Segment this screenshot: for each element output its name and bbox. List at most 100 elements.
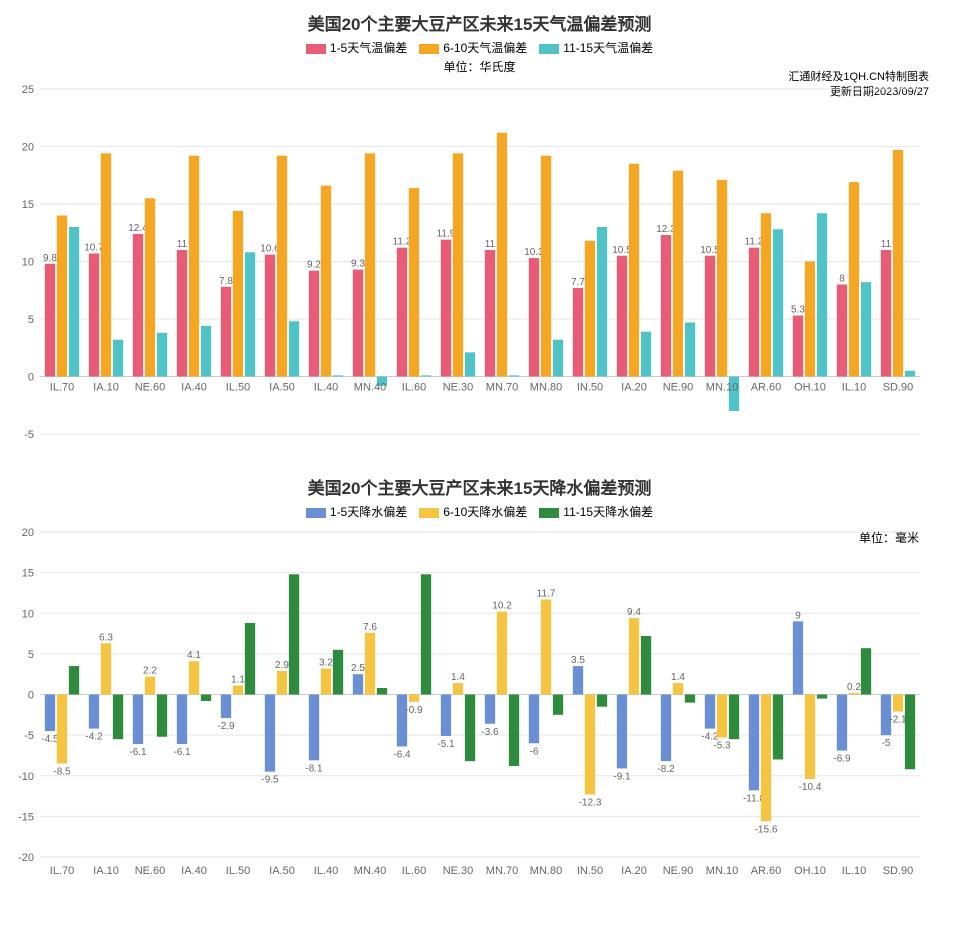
legend-item: 6-10天气温偏差 [419, 39, 527, 56]
bar [553, 340, 563, 377]
legend-item: 1-5天降水偏差 [306, 503, 407, 520]
svg-text:11: 11 [485, 239, 496, 250]
x-axis-label: IN.50 [577, 865, 603, 877]
bar [673, 171, 683, 377]
bar [597, 695, 607, 707]
bar [69, 227, 79, 377]
bar [541, 599, 551, 694]
svg-text:-5.1: -5.1 [437, 739, 455, 750]
legend-item: 1-5天气温偏差 [306, 39, 407, 56]
svg-text:5: 5 [28, 314, 34, 326]
bar [509, 695, 519, 767]
x-axis-label: NE.30 [443, 382, 474, 394]
bar [509, 375, 519, 376]
bar [837, 285, 847, 377]
legend-item: 11-15天气温偏差 [539, 39, 653, 56]
svg-text:-20: -20 [18, 852, 34, 864]
bar [773, 695, 783, 760]
x-axis-label: IL.10 [842, 382, 866, 394]
legend-label: 11-15天气温偏差 [563, 41, 653, 55]
bar [661, 235, 671, 376]
x-axis-label: SD.90 [883, 382, 914, 394]
bar [45, 264, 55, 377]
bar [453, 683, 463, 694]
x-axis-label: MN.40 [354, 382, 386, 394]
bar [133, 695, 143, 745]
bar [441, 240, 451, 377]
legend-item: 6-10天降水偏差 [419, 503, 527, 520]
svg-text:15: 15 [22, 199, 34, 211]
legend-label: 1-5天气温偏差 [330, 41, 407, 55]
bar [465, 695, 475, 762]
bar [57, 695, 67, 764]
svg-text:11: 11 [881, 239, 892, 250]
svg-text:9.3: 9.3 [351, 259, 365, 270]
svg-text:15: 15 [22, 568, 34, 580]
svg-text:-5.3: -5.3 [713, 741, 731, 752]
x-axis-label: NE.60 [135, 382, 166, 394]
bar [245, 252, 255, 376]
legend-label: 6-10天降水偏差 [443, 505, 527, 519]
svg-text:0: 0 [28, 372, 34, 384]
svg-text:-15.6: -15.6 [755, 824, 778, 835]
bar [717, 180, 727, 377]
bar [849, 693, 859, 695]
bar [397, 248, 407, 377]
bar [761, 695, 771, 822]
bar [881, 250, 891, 377]
svg-text:-6.9: -6.9 [833, 754, 851, 765]
legend-swatch [306, 508, 326, 518]
bar [333, 650, 343, 695]
bar [57, 216, 67, 377]
bar [497, 612, 507, 695]
x-axis-label: MN.80 [530, 865, 562, 877]
svg-text:-15: -15 [18, 811, 34, 823]
x-axis-label: IA.50 [269, 865, 295, 877]
svg-text:-9.1: -9.1 [613, 771, 631, 782]
bar [529, 695, 539, 744]
legend-swatch [419, 44, 439, 54]
bar [289, 321, 299, 376]
bar [277, 671, 287, 695]
x-axis-label: IA.50 [269, 382, 295, 394]
svg-text:1.1: 1.1 [231, 675, 245, 686]
x-axis-label: IL.60 [402, 382, 426, 394]
bar [617, 256, 627, 377]
bar [441, 695, 451, 736]
bar [189, 156, 199, 377]
x-axis-label: MN.40 [354, 865, 386, 877]
legend-item: 11-15天降水偏差 [539, 503, 653, 520]
bar [221, 287, 231, 377]
precipitation-chart-panel: 美国20个主要大豆产区未来15天降水偏差预测 1-5天降水偏差6-10天降水偏差… [0, 464, 959, 887]
bar [365, 153, 375, 376]
svg-text:25: 25 [22, 84, 34, 96]
x-axis-label: IN.50 [577, 382, 603, 394]
svg-text:-5: -5 [882, 738, 891, 749]
legend-label: 11-15天降水偏差 [563, 505, 653, 519]
bar [705, 256, 715, 377]
bar [861, 648, 871, 694]
chart2-unit: 单位：毫米 [859, 530, 919, 547]
chart2-legend: 1-5天降水偏差 6-10天降水偏差 11-15天降水偏差 [10, 503, 949, 520]
svg-text:-10.4: -10.4 [799, 782, 822, 793]
x-axis-label: IL.70 [50, 382, 74, 394]
bar [69, 666, 79, 694]
svg-text:11.7: 11.7 [537, 588, 556, 599]
bar [573, 288, 583, 377]
bar [157, 695, 167, 737]
legend-swatch [539, 44, 559, 54]
bar [641, 332, 651, 377]
svg-text:1.4: 1.4 [451, 672, 465, 683]
bar [397, 695, 407, 747]
bar [321, 669, 331, 695]
svg-text:-12.3: -12.3 [579, 797, 602, 808]
bar [805, 262, 815, 377]
bar [289, 574, 299, 694]
legend-swatch [539, 508, 559, 518]
charts-root: 美国20个主要大豆产区未来15天气温偏差预测 1-5天气温偏差6-10天气温偏差… [0, 0, 959, 887]
svg-text:8: 8 [839, 274, 845, 285]
bar [761, 213, 771, 376]
bar [905, 371, 915, 377]
bar [177, 695, 187, 745]
x-axis-label: NE.60 [135, 865, 166, 877]
